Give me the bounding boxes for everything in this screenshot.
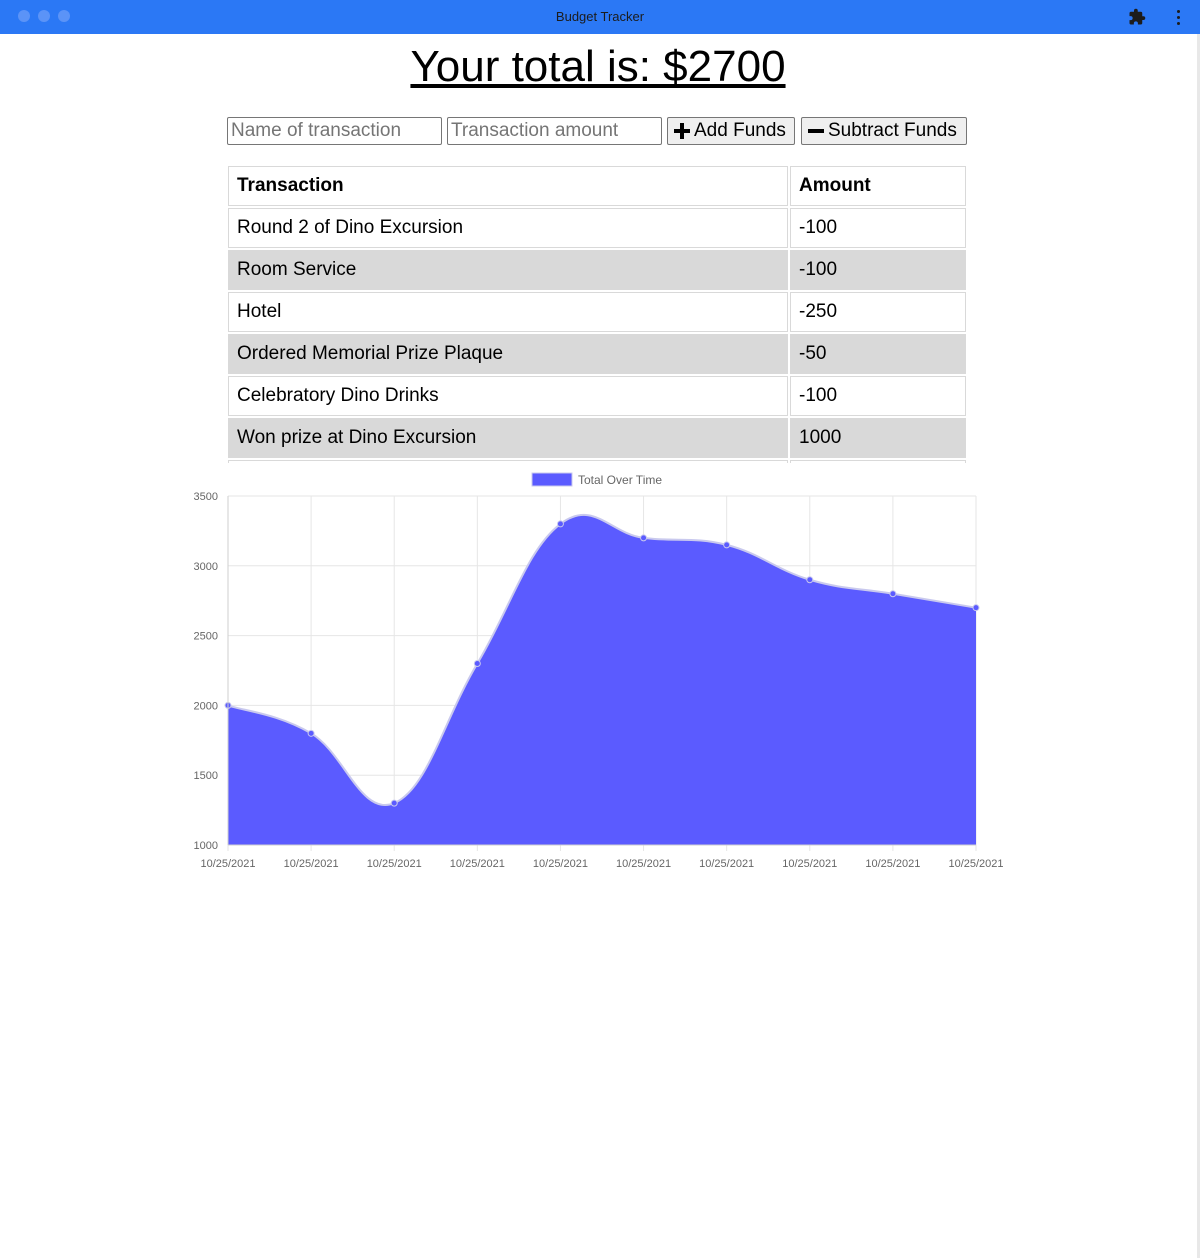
column-header-transaction: Transaction — [228, 166, 788, 206]
plus-icon — [674, 123, 690, 139]
transaction-name: Round 2 of Dino Excursion — [228, 208, 788, 248]
legend-label: Total Over Time — [578, 473, 662, 487]
y-tick-label: 3500 — [194, 491, 218, 503]
series-area — [228, 514, 976, 845]
data-point — [390, 799, 398, 807]
total-heading: Your total is: $2700 — [410, 42, 786, 91]
data-point — [972, 604, 980, 612]
subtract-funds-label: Subtract Funds — [828, 120, 957, 141]
x-tick-label: 10/25/2021 — [533, 858, 588, 870]
data-point — [640, 534, 648, 542]
x-tick-label: 10/25/2021 — [865, 858, 920, 870]
transactions-table[interactable]: Transaction Amount Round 2 of Dino Excur… — [226, 164, 968, 463]
transaction-amount: -100 — [790, 376, 966, 416]
extensions-icon[interactable] — [1128, 8, 1146, 26]
add-funds-label: Add Funds — [694, 120, 786, 141]
transaction-name: Ordered Memorial Prize Plaque — [228, 334, 788, 374]
transaction-name-input[interactable] — [227, 117, 442, 145]
transaction-amount-input[interactable] — [447, 117, 662, 145]
series-line — [227, 513, 977, 807]
y-tick-label: 1000 — [194, 840, 218, 852]
minus-icon — [808, 123, 824, 139]
legend-swatch — [531, 472, 573, 487]
transaction-amount: -50 — [790, 334, 966, 374]
minimize-window-icon[interactable] — [38, 10, 50, 22]
data-point — [889, 590, 897, 598]
transaction-name: Won prize at Dino Excursion — [228, 418, 788, 458]
x-tick-label: 10/25/2021 — [200, 858, 255, 870]
x-tick-label: 10/25/2021 — [699, 858, 754, 870]
transaction-name — [228, 460, 788, 463]
add-funds-button[interactable]: Add Funds — [667, 117, 795, 145]
data-point — [806, 576, 814, 584]
x-tick-label: 10/25/2021 — [450, 858, 505, 870]
close-window-icon[interactable] — [18, 10, 30, 22]
data-point — [307, 729, 315, 737]
x-tick-label: 10/25/2021 — [616, 858, 671, 870]
table-row — [228, 460, 966, 463]
transaction-amount: -100 — [790, 208, 966, 248]
transaction-amount: -100 — [790, 250, 966, 290]
transaction-amount: -250 — [790, 292, 966, 332]
y-tick-label: 1500 — [194, 770, 218, 782]
data-point — [473, 660, 481, 668]
transaction-amount — [790, 460, 966, 463]
table-row: Won prize at Dino Excursion 1000 — [228, 418, 966, 458]
table-header-row: Transaction Amount — [228, 166, 966, 206]
total-over-time-chart: 1000 1500 2000 2500 3000 3500 10/25/2021 10/25/… — [194, 472, 1004, 870]
window-titlebar: Budget Tracker — [0, 0, 1200, 34]
window-edge — [1197, 34, 1200, 1258]
x-tick-label: 10/25/2021 — [782, 858, 837, 870]
more-menu-icon[interactable] — [1171, 8, 1185, 26]
x-tick-label: 10/25/2021 — [284, 858, 339, 870]
x-tick-label: 10/25/2021 — [367, 858, 422, 870]
subtract-funds-button[interactable]: Subtract Funds — [801, 117, 967, 145]
transaction-name: Room Service — [228, 250, 788, 290]
y-tick-label: 2500 — [194, 631, 218, 643]
zoom-window-icon[interactable] — [58, 10, 70, 22]
table-row: Room Service -100 — [228, 250, 966, 290]
y-tick-label: 3000 — [194, 561, 218, 573]
x-tick-label: 10/25/2021 — [948, 858, 1003, 870]
data-point — [723, 541, 731, 549]
transaction-name: Hotel — [228, 292, 788, 332]
transaction-amount: 1000 — [790, 418, 966, 458]
column-header-amount: Amount — [790, 166, 966, 206]
transaction-name: Celebratory Dino Drinks — [228, 376, 788, 416]
table-row: Celebratory Dino Drinks -100 — [228, 376, 966, 416]
y-tick-label: 2000 — [194, 700, 218, 712]
window-title: Budget Tracker — [555, 9, 645, 24]
table-row: Round 2 of Dino Excursion -100 — [228, 208, 966, 248]
table-row: Hotel -250 — [228, 292, 966, 332]
table-row: Ordered Memorial Prize Plaque -50 — [228, 334, 966, 374]
data-point — [556, 520, 564, 528]
